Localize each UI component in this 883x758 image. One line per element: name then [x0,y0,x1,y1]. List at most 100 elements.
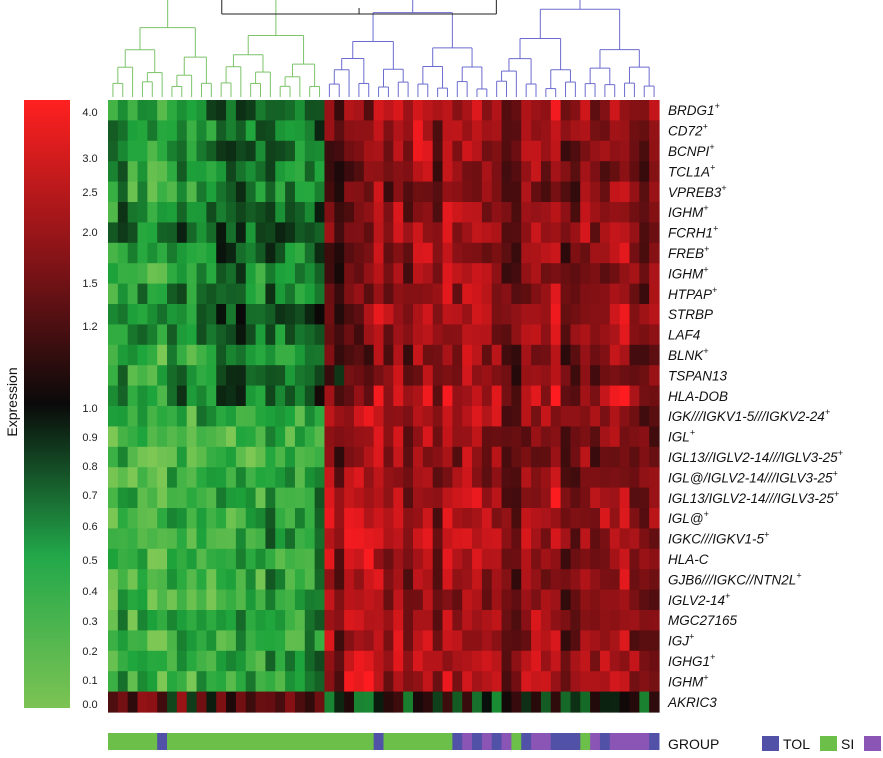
heatmap-cell [570,100,581,121]
heatmap-cell [599,508,611,529]
heatmap-cell [462,406,473,427]
heatmap-cell [403,324,414,346]
heatmap-cell [235,161,247,183]
heatmap-cell [472,508,483,529]
heatmap-cell [304,344,316,366]
heatmap-cell [147,120,158,142]
heatmap-cell [590,283,601,305]
heatmap-cell [167,324,178,346]
heatmap-cell [599,446,611,468]
heatmap-cell [491,140,503,162]
heatmap-cell [304,548,316,570]
group-cell [383,733,394,750]
heatmap-cell [314,304,326,325]
group-cell [147,733,158,750]
heatmap-cell [629,589,640,611]
heatmap-cell [452,671,463,693]
group-cell [609,733,621,750]
heatmap-cell [403,365,414,387]
heatmap-cell [373,202,385,223]
heatmap-cell [216,508,227,529]
heatmap-cell [442,630,453,652]
heatmap-cell [147,140,158,162]
heatmap-cell [363,161,375,183]
heatmap-cell [550,242,562,264]
heatmap-cell [235,385,247,407]
heatmap-cell [245,202,257,223]
heatmap-cell [629,263,640,285]
heatmap-cell [127,385,139,407]
heatmap-cell [442,222,453,244]
heatmap-cell [540,467,552,489]
heatmap-cell [157,630,168,652]
heatmap-cell [334,630,345,652]
heatmap-cell [176,610,188,631]
heatmap-cell [609,161,621,183]
heatmap-cell [590,181,601,203]
heatmap-cell [157,242,168,264]
heatmap-cell [206,365,217,387]
heatmap-cell [275,324,286,346]
heatmap-cell [462,467,473,489]
heatmap-cell [521,406,532,427]
heatmap-cell [324,140,335,162]
heatmap-cell [127,610,139,631]
heatmap-cell [590,508,601,529]
heatmap-cell [393,508,404,529]
heatmap-cell [521,202,532,223]
heatmap-cell [511,385,522,407]
heatmap-cell [117,385,129,407]
heatmap-cell [422,630,434,652]
heatmap-cell [511,140,522,162]
heatmap-cell [511,610,522,631]
gene-label: IGHM+ [668,672,709,689]
heatmap-cell [186,385,198,407]
heatmap-cell [599,161,611,183]
heatmap-cell [255,589,267,611]
heatmap-cell [452,630,463,652]
heatmap-cell [137,242,148,264]
heatmap-cell [481,324,493,346]
heatmap-cell [452,365,463,387]
heatmap-cell [639,263,650,285]
heatmap-cell [649,630,660,652]
heatmap-cell [422,467,434,489]
heatmap-cell [452,324,463,346]
heatmap-cell [314,508,326,529]
heatmap-cell [403,446,414,468]
heatmap-cell [472,589,483,611]
heatmap-cell [314,589,326,611]
group-cell [137,733,148,750]
heatmap-cell [186,508,198,529]
heatmap-cell [294,140,306,162]
heatmap-cell [462,283,473,305]
heatmap-cell [334,283,345,305]
heatmap-cell [560,304,572,325]
heatmap-cell [383,508,394,529]
heatmap-cell [275,140,286,162]
heatmap-cell [334,161,345,183]
heatmap-cell [147,161,158,183]
heatmap-cell [432,140,444,162]
gene-label: IGHG1+ [668,652,715,669]
heatmap-cell [314,406,326,427]
group-cell [157,733,168,750]
heatmap-cell [353,589,365,611]
heatmap-cell [481,487,493,509]
heatmap-cell [570,222,581,244]
colorbar-title: Expression [4,367,20,436]
heatmap-cell [442,671,453,693]
heatmap-cell [216,222,227,244]
heatmap-cell [285,263,296,285]
heatmap-cell [235,222,247,244]
heatmap-cell [196,446,207,468]
heatmap-cell [472,304,483,325]
heatmap-cell [334,589,345,611]
heatmap-cell [580,242,591,264]
heatmap-cell [255,202,267,223]
heatmap-cell [353,487,365,509]
heatmap-cell [294,283,306,305]
heatmap-cell [501,161,513,183]
heatmap-cell [590,161,601,183]
heatmap-cell [334,140,345,162]
